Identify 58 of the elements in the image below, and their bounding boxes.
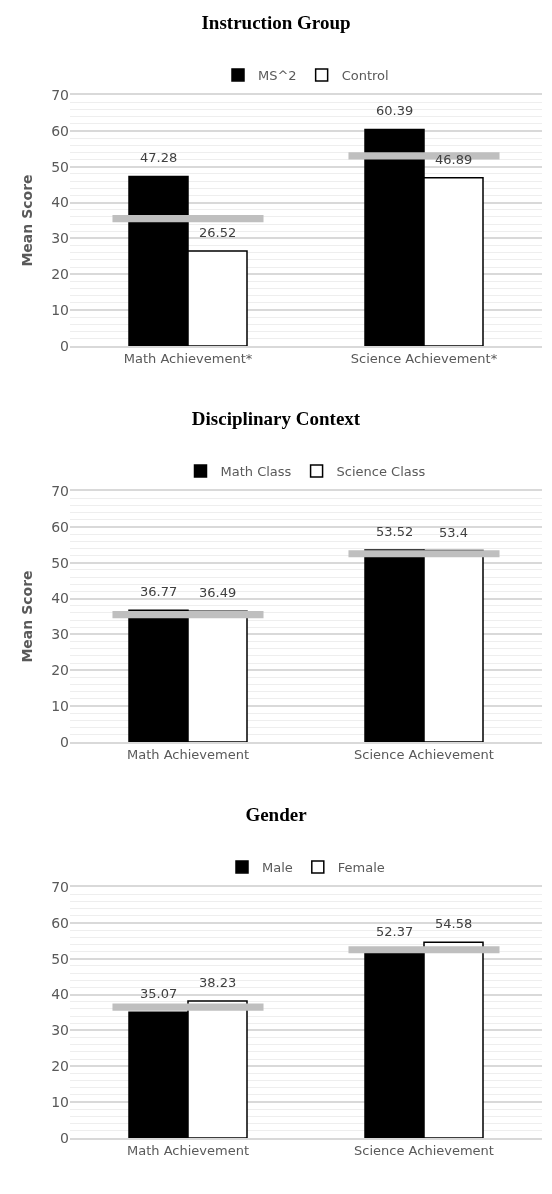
bar [112, 1003, 264, 1011]
data-label: 54.58 [435, 916, 473, 931]
bar [348, 550, 500, 558]
y-tick-label: 30 [51, 230, 69, 247]
y-tick-label: 0 [60, 337, 69, 354]
y-tick-label: 10 [51, 302, 69, 319]
data-label: 53.4 [439, 525, 468, 540]
data-label: 35.07 [140, 986, 178, 1001]
data-label: 26.52 [199, 225, 237, 240]
x-tick-label: Math Achievement [126, 747, 250, 763]
y-tick-label: 20 [51, 662, 69, 679]
y-tick-label: 50 [51, 950, 69, 967]
y-tick-label: 60 [51, 122, 69, 139]
x-tick-label: Math Achievement [126, 1143, 250, 1159]
y-tick-label: 10 [51, 698, 69, 715]
y-tick-label: 30 [51, 1022, 69, 1039]
y-tick-label: 10 [51, 1094, 69, 1111]
y-tick-label: 60 [51, 914, 69, 931]
y-tick-label: 40 [51, 590, 69, 607]
y-tick-label: 70 [51, 878, 69, 895]
x-tick-label: Math Achievement* [123, 351, 253, 367]
legend-label: Female [337, 860, 385, 875]
data-label: 46.89 [435, 152, 473, 167]
data-label: 47.28 [140, 150, 178, 165]
x-tick-label: Science Achievement [354, 1143, 494, 1159]
y-tick-label: 0 [60, 1129, 69, 1146]
data-label: 36.49 [199, 585, 237, 600]
chart-title: Instruction Group [201, 12, 351, 34]
y-tick-label: 20 [51, 266, 69, 283]
data-label: 36.77 [140, 584, 178, 599]
legend-label: Male [262, 860, 293, 875]
y-tick-label: 30 [51, 626, 69, 643]
data-label: 53.52 [376, 524, 414, 539]
y-tick-label: 50 [51, 158, 69, 175]
x-tick-label: Science Achievement [354, 747, 494, 763]
y-axis-title: Mean Score [19, 174, 35, 267]
y-axis-title: Mean Score [19, 570, 35, 663]
y-tick-label: 70 [51, 86, 69, 103]
data-label: 38.23 [199, 975, 237, 990]
y-tick-label: 20 [51, 1058, 69, 1075]
data-label: 60.39 [376, 103, 414, 118]
legend-label: Math Class [220, 464, 292, 479]
y-tick-label: 0 [60, 733, 69, 750]
y-tick-label: 40 [51, 194, 69, 211]
y-tick-label: 60 [51, 518, 69, 535]
y-tick-label: 40 [51, 986, 69, 1003]
legend-label: Control [341, 68, 389, 83]
bar [112, 215, 264, 223]
legend-label: MS^2 [258, 68, 297, 83]
chart-title: Gender [245, 804, 308, 826]
y-tick-label: 50 [51, 554, 69, 571]
chart-title: Disciplinary Context [191, 408, 361, 430]
bar [112, 611, 264, 619]
y-tick-label: 70 [51, 482, 69, 499]
legend-label: Science Class [336, 464, 426, 479]
bar [348, 946, 500, 954]
x-tick-label: Science Achievement* [350, 351, 498, 367]
data-label: 52.37 [376, 924, 414, 939]
